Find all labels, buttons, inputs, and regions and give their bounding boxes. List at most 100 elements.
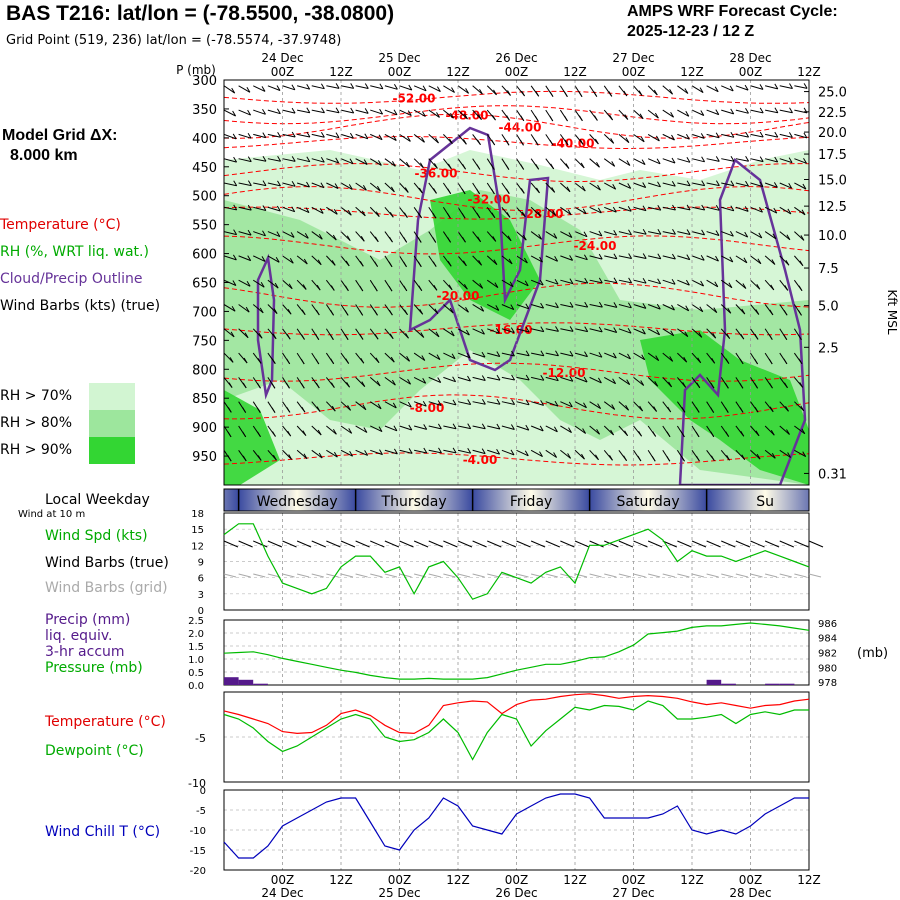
wind-barb [662,304,675,311]
wind-barb-flag [671,253,676,260]
wind-barb [355,85,369,89]
wind-barb-flag [276,108,281,114]
wind-barb-flag [245,306,250,313]
wind-barb-flag [640,136,645,143]
pressure-line [223,622,810,680]
surface-wind-barb [253,540,268,548]
wind-barb [794,206,806,216]
grid-wind-barb [618,573,632,578]
wind-barb-flag [423,424,428,430]
weekday-label: Local Weekday [45,492,150,508]
temperature-contour [224,282,809,308]
wind-barb [370,109,383,115]
wind-barb-flag [672,228,676,235]
wind-barb [296,231,309,239]
surface-wind-barb [560,540,575,548]
wind-barb [487,449,500,455]
wind-barb-flag [247,180,252,186]
wind-barb [574,328,588,333]
wind-barb [618,158,631,166]
wind-barb-flag [319,208,324,214]
wind-barb-flag [624,430,629,436]
precip-bar [238,679,254,685]
temperature-series-label: Temperature (°C) [45,714,166,730]
wind-barb [647,133,660,142]
wind-barb-flag [730,108,735,115]
wind-barb-flag [655,135,660,142]
wind-barb-flag [593,115,598,121]
wind-barb [384,376,396,386]
wind-barb [677,158,691,163]
wind-barb [501,328,515,334]
wind-barb-flag [419,309,424,315]
wind-barb-flag [233,180,238,186]
wind-barb [662,133,675,141]
wind-barb-flag [582,208,587,215]
wind-barb-flag [271,407,276,413]
grid-wind-barb [706,573,719,578]
wind-barb [224,231,237,236]
wind-barb-flag [554,375,559,381]
wind-barb [428,109,440,118]
grid-wind-barb [560,573,573,578]
surface-wind-barb [326,540,341,548]
top-hour-label: 00Z [388,65,412,79]
wind-barb [633,376,645,386]
top-hour-label: 12Z [446,65,470,79]
surface-wind-barb [691,540,707,548]
wind-barb-flag [287,430,292,437]
surface-wind-barb [457,540,473,548]
wind-barb-flag [462,163,467,170]
wind-barb-flag [448,138,453,144]
wind-barb-flag [536,187,540,194]
wind-barb-flag [581,185,586,192]
wind-barb [647,377,659,387]
wind-barb [530,401,544,406]
wind-barb [603,158,615,167]
wind-barb-flag [641,354,646,360]
wind-barb-flag [714,281,719,288]
wind-barb-flag [754,383,759,389]
temperature-contour-label: -32.00 [468,193,511,207]
wind-barb [282,182,296,187]
wind-barb-flag [422,85,427,92]
wind-barb-flag [496,448,501,455]
wind-barb-flag [306,131,311,138]
wind-barb [370,449,383,456]
wind-barb [384,352,395,363]
wind-barb-flag [525,399,530,406]
wind-barb-flag [623,455,628,461]
wind-barb-flag [554,278,559,285]
wind-panel: 18 15 12 9 6 3 0 [191,509,824,617]
wind-barb-flag [569,326,574,332]
wind-barb-flag [540,326,545,332]
wind-barb [224,133,237,140]
wind-barb [545,376,559,382]
precip-y-tick-label: 2.5 [188,616,204,627]
wind-barb-flag [657,253,662,259]
pressure-tick-label: 400 [192,132,217,147]
wind-barb [618,182,631,189]
wind-barb-flag [408,424,413,431]
wind-barb [633,206,647,212]
wind-barb-flag [362,404,367,410]
wind-barb [633,182,646,188]
wind-barb-flag [700,133,705,139]
wind-barb [662,206,676,211]
wind-barb-flag [291,206,296,212]
wind-barb [457,304,469,313]
precip-bar [253,683,268,685]
wind-barb [311,206,324,214]
wind-barb [238,158,252,163]
wind-barb [253,255,266,262]
wind-barb-flag [627,183,632,189]
wind-barb-flag [813,286,816,291]
wind-barb [297,133,311,138]
wind-barb-flag [553,233,558,239]
wind-barb-flag [230,331,235,338]
wind-barb [369,182,381,192]
wind-barb-flag [452,376,457,382]
wind-barb-flag [798,358,803,364]
wind-barb-flag [597,403,602,409]
wind-barb-flag [584,277,589,284]
